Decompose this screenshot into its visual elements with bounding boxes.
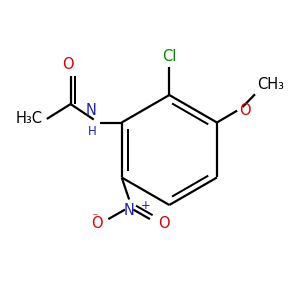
Text: +: + <box>140 200 150 212</box>
Text: H₃C: H₃C <box>16 111 43 126</box>
Text: O: O <box>62 57 74 72</box>
Text: Cl: Cl <box>162 49 176 64</box>
Text: O: O <box>158 216 170 231</box>
Text: O: O <box>239 103 250 118</box>
Text: ⁻: ⁻ <box>92 212 98 224</box>
Text: O: O <box>91 216 102 231</box>
Text: H: H <box>88 125 97 139</box>
Text: CH₃: CH₃ <box>257 77 284 92</box>
Text: N: N <box>86 103 97 118</box>
Text: N: N <box>124 203 135 218</box>
